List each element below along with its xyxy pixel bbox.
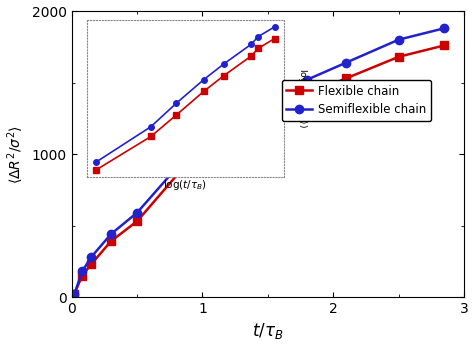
Y-axis label: $\langle\Delta R^2/\sigma^2\rangle$: $\langle\Delta R^2/\sigma^2\rangle$	[6, 125, 26, 184]
Legend: Flexible chain, Semiflexible chain: Flexible chain, Semiflexible chain	[282, 80, 431, 121]
Semiflexible chain	[226, 115, 231, 119]
Semiflexible chain	[442, 26, 447, 30]
Flexible chain	[89, 262, 94, 266]
Semiflexible chain	[344, 60, 349, 65]
Line: Flexible chain: Flexible chain	[70, 41, 448, 298]
Flexible chain	[304, 92, 310, 96]
Semiflexible chain	[72, 292, 77, 296]
Semiflexible chain	[108, 232, 114, 236]
Flexible chain	[108, 239, 114, 243]
Semiflexible chain	[89, 255, 94, 259]
Flexible chain	[200, 143, 205, 147]
Flexible chain	[396, 55, 401, 59]
Flexible chain	[134, 219, 140, 223]
X-axis label: $t/\tau_B$: $t/\tau_B$	[252, 321, 283, 341]
Semiflexible chain	[79, 269, 85, 273]
Flexible chain	[344, 76, 349, 81]
Line: Semiflexible chain: Semiflexible chain	[70, 24, 448, 298]
Semiflexible chain	[304, 78, 310, 82]
Semiflexible chain	[134, 211, 140, 215]
Semiflexible chain	[200, 136, 205, 141]
Flexible chain	[72, 292, 77, 296]
Flexible chain	[226, 126, 231, 130]
Flexible chain	[442, 43, 447, 48]
Flexible chain	[79, 273, 85, 278]
Semiflexible chain	[396, 37, 401, 42]
